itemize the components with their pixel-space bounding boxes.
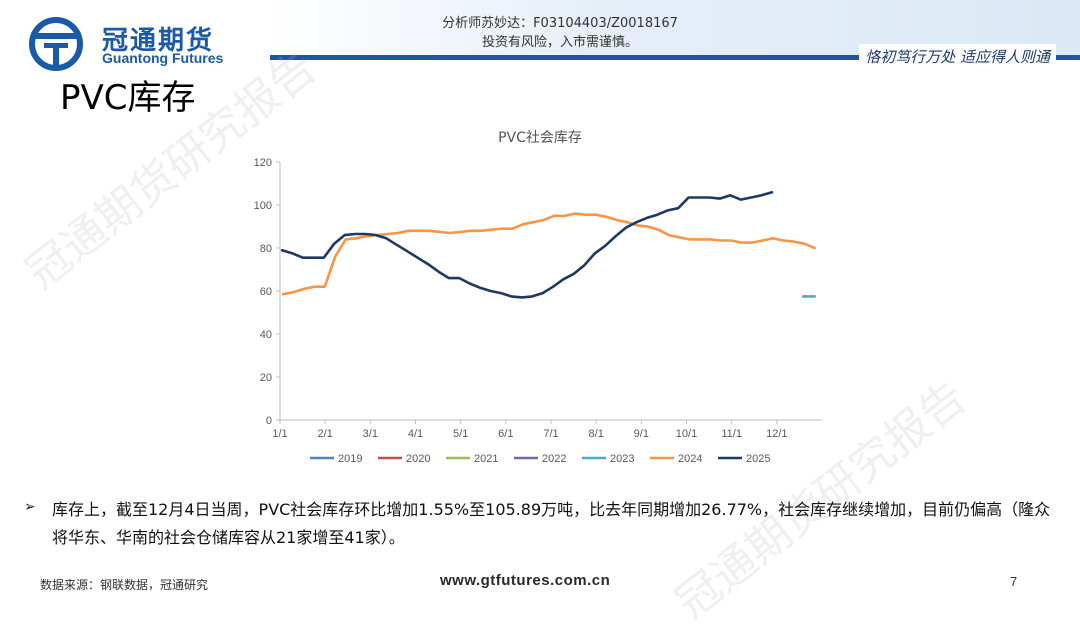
logo-emblem-icon (29, 17, 83, 71)
legend-label-2022: 2022 (542, 453, 566, 465)
x-tick-label: 12/1 (766, 428, 787, 440)
x-tick-label: 2/1 (318, 428, 333, 440)
x-tick-label: 7/1 (543, 428, 558, 440)
x-tick-label: 1/1 (272, 428, 287, 440)
commentary-text: 库存上，截至12月4日当周，PVC社会库存环比增加1.55%至105.89万吨，… (52, 500, 1051, 547)
website-link[interactable]: www.gtfutures.com.cn (440, 572, 611, 589)
x-tick-label: 10/1 (676, 428, 697, 440)
legend-label-2019: 2019 (338, 453, 362, 465)
page-title: PVC库存 (60, 78, 196, 118)
y-tick-label: 80 (260, 243, 272, 255)
arrow-bullet-icon: ➢ (24, 499, 36, 515)
logo-text-cn: 冠通期货 (102, 26, 215, 56)
x-tick-label: 11/1 (721, 428, 742, 440)
legend-label-2020: 2020 (406, 453, 430, 465)
y-tick-label: 40 (260, 329, 272, 341)
y-tick-label: 100 (254, 200, 272, 212)
legend-label-2023: 2023 (610, 453, 634, 465)
inventory-chart: PVC社会库存 0 20 40 60 80 100 120 1/1 2/1 3/1 4/1 5/1 6/… (254, 130, 822, 465)
header-rule (270, 55, 1080, 60)
legend-label-2025: 2025 (746, 453, 770, 465)
x-tick-label: 5/1 (453, 428, 468, 440)
analyst-info: 分析师苏妙达：F03104403/Z0018167 投资有风险，入市需谨慎。 (300, 14, 820, 52)
company-logo: 冠通期货 Guantong Futures (22, 16, 262, 72)
x-tick-label: 9/1 (634, 428, 649, 440)
risk-warning: 投资有风险，入市需谨慎。 (481, 35, 638, 50)
series-line-2025 (280, 191, 774, 299)
x-tick-label: 4/1 (408, 428, 423, 440)
company-motto: 恪初笃行万处 适应得人则通 (859, 44, 1056, 69)
page-number: 7 (1010, 574, 1018, 589)
x-tick-label: 3/1 (363, 428, 378, 440)
y-tick-label: 120 (254, 157, 272, 169)
y-tick-label: 60 (260, 286, 272, 298)
x-tick-label: 6/1 (498, 428, 513, 440)
analyst-line: 分析师苏妙达：F03104403/Z0018167 (442, 16, 678, 31)
series-line-2024 (281, 212, 816, 296)
legend-label-2024: 2024 (678, 453, 702, 465)
y-tick-label: 20 (260, 372, 272, 384)
logo-text-en: Guantong Futures (102, 50, 224, 66)
data-source: 数据来源：钢联数据，冠通研究 (40, 578, 209, 592)
chart-title: PVC社会库存 (498, 130, 582, 146)
y-tick-label: 0 (266, 415, 272, 427)
legend-label-2021: 2021 (474, 453, 498, 465)
x-tick-label: 8/1 (589, 428, 604, 440)
